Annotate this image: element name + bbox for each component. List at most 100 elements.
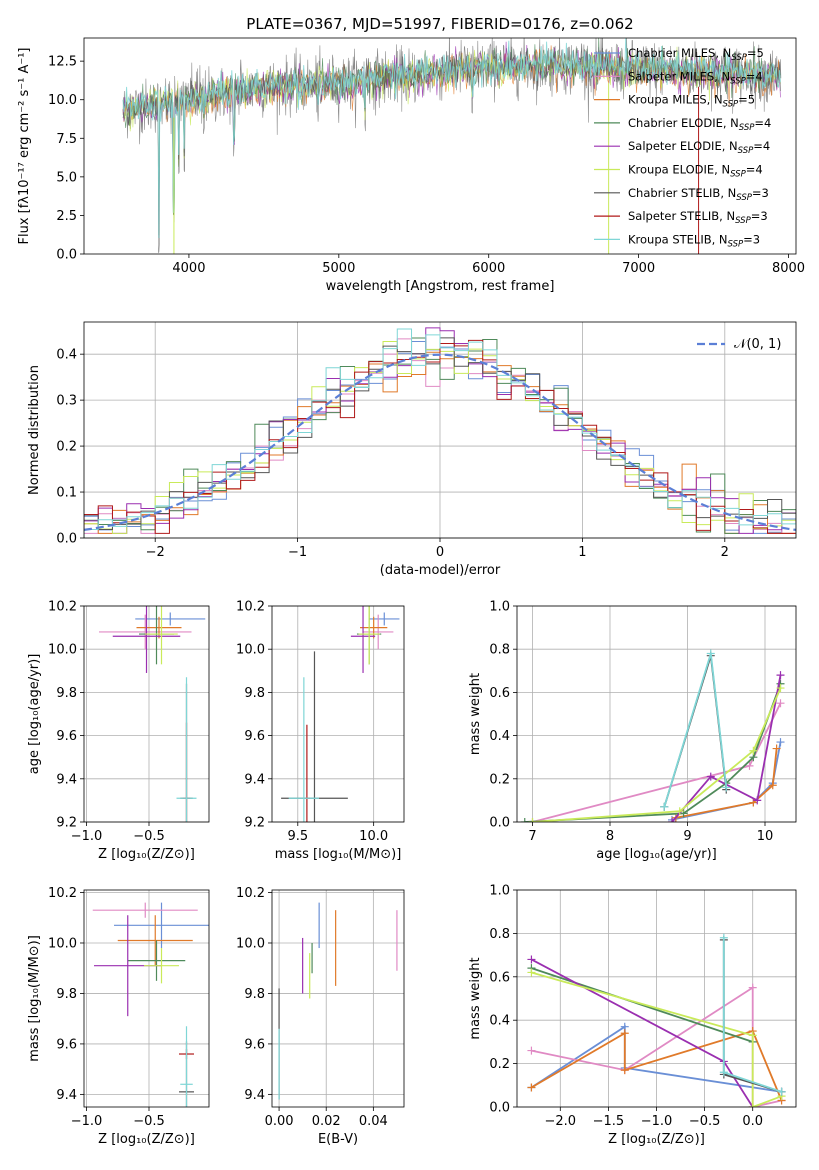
mass_ebv-frame: [271, 889, 405, 1108]
x-axis-label: age [log₁₀(age/yr)]: [596, 847, 717, 862]
x-tick-label: 7: [528, 829, 536, 844]
y-axis-label: mass [log₁₀(M/M⊙)]: [27, 935, 42, 1062]
x-axis-label: Z [log₁₀(Z/Z⊙)]: [98, 1132, 195, 1147]
x-axis-label: Z [log₁₀(Z/Z⊙)]: [98, 847, 195, 862]
series-line-kroupa_miles: [675, 748, 778, 819]
legend-eq: =4: [753, 139, 770, 153]
legend-label: Salpeter STELIB, N: [628, 209, 735, 223]
mass_Z-frame: [83, 889, 210, 1108]
series-point: [668, 818, 676, 822]
y-tick-label: 12.5: [48, 55, 77, 70]
legend-entry: Salpeter MILES, NSSP=4: [628, 69, 763, 86]
x-tick-label: 0: [436, 545, 444, 560]
y-tick-label: 0.0: [489, 1101, 510, 1116]
y-axis-label: Normed distribution: [27, 365, 42, 495]
x-tick-label: 10.0: [359, 829, 388, 844]
y-tick-label: 0.2: [489, 772, 510, 787]
spectrum-axes: 4000 5000 6000 7000 8000 0.0 2.5 5.0 7.5 10.0 12.5…: [17, 48, 805, 295]
y-axis-label: Flux [fλ10⁻¹⁷ erg cm⁻² s⁻¹ A⁻¹]: [17, 48, 32, 245]
x-tick-label: −1: [288, 545, 307, 560]
legend-label: Salpeter MILES, N: [628, 69, 730, 83]
series-point: [776, 738, 785, 747]
y-tick-label: 0.0: [56, 248, 77, 263]
x-tick-label: 7000: [622, 261, 655, 276]
series-point: [776, 671, 785, 680]
legend-eq: =5: [747, 46, 764, 60]
series-point: [772, 744, 781, 753]
series-line-chabrier_elodie: [524, 683, 782, 822]
series-line-kroupa_stelib: [663, 653, 728, 808]
series-point: [527, 968, 536, 977]
x-tick-label: 8: [606, 829, 614, 844]
series-point: [753, 796, 762, 805]
series-point: [706, 772, 715, 781]
x-tick-label: −0.5: [133, 1114, 165, 1129]
y-tick-label: 9.4: [244, 772, 265, 787]
legend-eq: =3: [751, 209, 768, 223]
spectrum-model-kroupa_stelib: [122, 38, 781, 239]
y-tick-label: 10.2: [236, 886, 265, 901]
series-line-chabrier_stelib: [663, 655, 728, 808]
series-point: [620, 1029, 629, 1038]
series-point: [776, 684, 785, 693]
mass_ebv-errorbars: [278, 902, 398, 1100]
x-tick-label: −2: [146, 545, 165, 560]
y-tick-label: 9.4: [56, 1088, 77, 1103]
weight_age-lines: [520, 649, 785, 822]
series-point: [768, 781, 777, 790]
y-tick-label: 9.6: [56, 729, 77, 744]
series-point: [660, 802, 669, 811]
legend-eq: =4: [746, 69, 763, 83]
x-axis-label: Z [log₁₀(Z/Z⊙)]: [608, 1132, 705, 1147]
legend-eq: =5: [738, 93, 755, 107]
age_Z-frame: [83, 605, 210, 823]
y-tick-label: 0.4: [489, 1014, 510, 1029]
series-point: [748, 983, 757, 992]
y-tick-label: 0.8: [489, 643, 510, 658]
x-tick-label: 2: [721, 545, 729, 560]
y-tick-label: 7.5: [56, 132, 77, 147]
x-tick-label: 5000: [322, 261, 355, 276]
x-tick-label: 8000: [772, 261, 805, 276]
x-tick-label: 1: [578, 545, 586, 560]
y-tick-label: 1.0: [489, 600, 510, 615]
age_Z-errorbars: [99, 606, 206, 822]
x-tick-label: −1.0: [71, 829, 103, 844]
series-point: [706, 649, 715, 658]
legend-entry: Kroupa STELIB, NSSP=3: [628, 232, 760, 249]
legend-sub: SSP: [728, 239, 744, 249]
histogram-salpeter_stelib: [84, 339, 796, 538]
x-tick-label: 4000: [172, 261, 205, 276]
legend-eq: =4: [754, 116, 771, 130]
legend-entry: Salpeter ELODIE, NSSP=4: [628, 139, 770, 156]
y-tick-label: 0.6: [489, 686, 510, 701]
y-tick-label: 5.0: [56, 170, 77, 185]
mass_ebv-axes: 0.00 0.02 0.04 9.4 9.6 9.8 10.0 10.2 E(B-V): [236, 886, 404, 1147]
series-point: [777, 1087, 786, 1096]
y-tick-label: 0.0: [56, 532, 77, 547]
x-tick-label: 0.00: [265, 1114, 294, 1129]
y-tick-label: 9.6: [56, 1037, 77, 1052]
series-point: [745, 761, 754, 770]
mass_Z-axes: −1.0 −0.5 9.4 9.6 9.8 10.0 10.2 Z [log₁₀(Z/Z⊙)]…: [27, 886, 209, 1147]
series-point: [620, 1066, 629, 1075]
x-axis-label: wavelength [Angstrom, rest frame]: [326, 279, 555, 294]
x-axis-label: mass [log₁₀(M/M⊙)]: [275, 847, 402, 862]
series-line-chabrier_elodie: [531, 967, 753, 1043]
residuals-frame: [83, 321, 797, 539]
legend-entry: Salpeter STELIB, NSSP=3: [628, 209, 768, 226]
y-axis-label: mass weight: [468, 957, 483, 1039]
histogram-kroupa_stelib: [84, 328, 796, 538]
legend-sub: SSP: [738, 146, 754, 156]
spectrum-frame: [83, 37, 797, 255]
x-tick-label: −1.5: [593, 1114, 625, 1129]
chart-title: PLATE=0367, MJD=51997, FIBERID=0176, z=0…: [246, 15, 633, 33]
legend-eq: =3: [743, 232, 760, 246]
legend-sub: SSP: [723, 100, 739, 110]
x-axis-label: E(B-V): [318, 1132, 358, 1147]
y-tick-label: 9.8: [56, 686, 77, 701]
x-tick-label: −1.0: [71, 1114, 103, 1129]
series-line-salpeter_elodie: [671, 674, 782, 822]
legend-entry: Chabrier STELIB, NSSP=3: [628, 186, 769, 203]
